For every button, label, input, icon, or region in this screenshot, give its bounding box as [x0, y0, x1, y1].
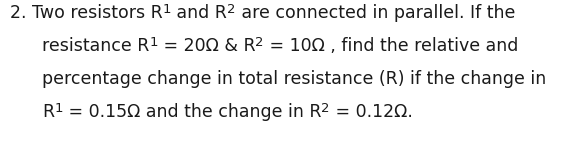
Text: = 20Ω & R: = 20Ω & R: [158, 37, 255, 55]
Text: percentage change in total resistance (R) if the change in: percentage change in total resistance (R…: [42, 70, 546, 88]
Text: = 10Ω , find the relative and: = 10Ω , find the relative and: [264, 37, 518, 55]
Text: R: R: [42, 103, 54, 121]
Text: are connected in parallel. If the: are connected in parallel. If the: [236, 4, 515, 22]
Text: = 0.15Ω and the change in R: = 0.15Ω and the change in R: [63, 103, 321, 121]
Text: resistance R: resistance R: [42, 37, 149, 55]
Text: 2. Two resistors R: 2. Two resistors R: [10, 4, 163, 22]
Text: 1: 1: [149, 36, 158, 49]
Text: 2: 2: [255, 36, 264, 49]
Text: 1: 1: [54, 102, 63, 115]
Text: 2: 2: [227, 3, 236, 16]
Text: and R: and R: [171, 4, 227, 22]
Text: 2: 2: [321, 102, 329, 115]
Text: = 0.12Ω.: = 0.12Ω.: [329, 103, 412, 121]
Text: 1: 1: [163, 3, 171, 16]
